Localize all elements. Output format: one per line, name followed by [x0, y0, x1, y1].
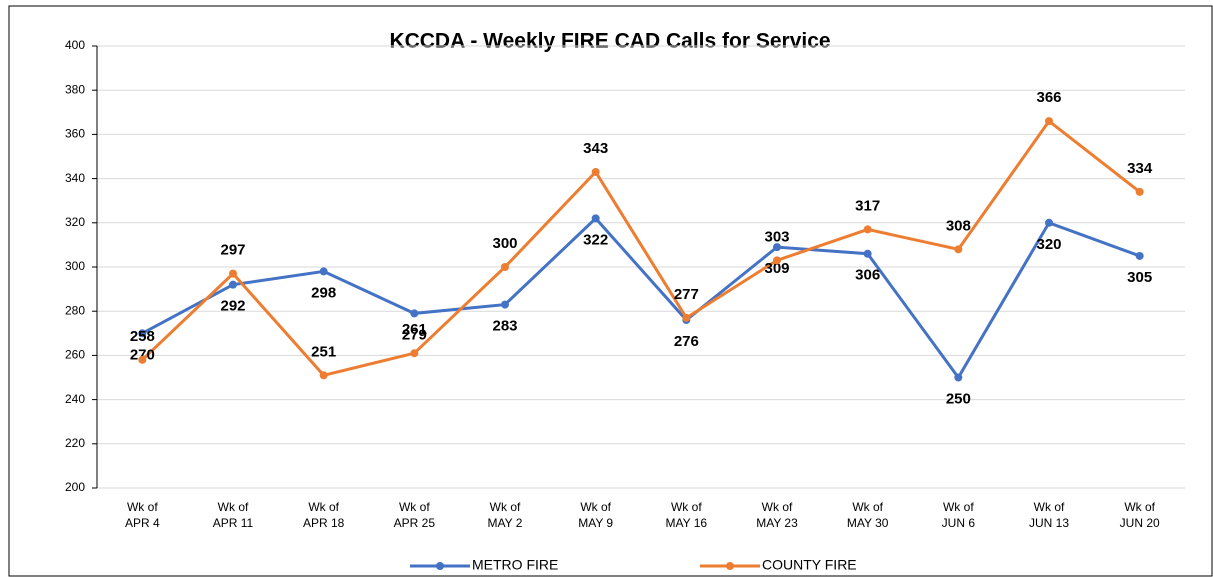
data-point [501, 263, 509, 271]
y-tick-label: 300 [65, 259, 85, 273]
data-label: 334 [1127, 160, 1153, 177]
data-label: 292 [220, 298, 245, 315]
x-tick-label: Wk of MAY 23 [756, 500, 798, 530]
data-label: 306 [855, 267, 880, 284]
y-tick-label: 400 [65, 38, 85, 52]
data-label: 305 [1127, 269, 1152, 286]
data-label: 298 [311, 284, 336, 301]
y-tick-label: 340 [65, 171, 85, 185]
data-point [229, 269, 237, 278]
series-line [141, 216, 1141, 381]
y-tick-label: 360 [65, 127, 85, 141]
data-label: 320 [1036, 236, 1061, 253]
data-label: 270 [130, 346, 155, 363]
data-label: 251 [311, 343, 336, 360]
x-tick-label: Wk of MAY 16 [666, 500, 708, 530]
data-label: 300 [492, 235, 517, 252]
data-point [319, 371, 328, 380]
y-tick-label: 260 [65, 348, 85, 362]
x-tick-label: Wk of JUN 6 [942, 500, 976, 530]
data-point [410, 309, 419, 318]
data-point [773, 256, 781, 265]
data-point [591, 214, 600, 223]
y-tick-label: 220 [65, 436, 85, 450]
data-label: 283 [492, 318, 517, 335]
data-point [410, 349, 419, 358]
y-tick-label: 380 [65, 82, 85, 96]
legend-label: METRO FIRE [472, 557, 558, 573]
data-label: 308 [946, 217, 971, 234]
legend-label: COUNTY FIRE [762, 557, 857, 573]
data-label: 343 [583, 140, 608, 157]
data-label: 261 [402, 321, 427, 338]
x-tick-label: Wk of MAY 2 [488, 500, 523, 530]
data-point [1045, 218, 1053, 227]
data-point [863, 225, 872, 234]
data-point [954, 373, 963, 382]
data-point [1045, 117, 1053, 126]
data-label: 276 [674, 333, 699, 350]
y-tick-label: 240 [65, 392, 85, 406]
legend-marker [726, 562, 734, 570]
x-tick-label: Wk of JUN 20 [1120, 500, 1160, 530]
data-point [1135, 187, 1144, 196]
x-tick-label: Wk of MAY 30 [847, 500, 889, 530]
data-point [138, 355, 147, 364]
data-point [319, 267, 328, 276]
series-line [141, 118, 1141, 377]
data-point [138, 329, 147, 338]
data-point [591, 167, 600, 176]
data-label: 317 [855, 197, 880, 214]
y-tick-label: 320 [65, 215, 85, 229]
data-point [682, 313, 691, 322]
data-label: 303 [764, 228, 789, 245]
x-tick-label: Wk of APR 18 [303, 500, 345, 530]
data-point [773, 243, 781, 252]
data-label: 277 [674, 286, 699, 303]
data-label: 309 [764, 260, 789, 277]
data-label: 322 [583, 231, 608, 248]
data-point [1135, 251, 1144, 260]
y-tick-label: 200 [65, 480, 85, 494]
data-point [863, 249, 872, 258]
x-tick-label: Wk of APR 25 [394, 500, 436, 530]
data-label: 258 [130, 328, 155, 345]
data-label: 279 [402, 326, 427, 343]
data-point [229, 280, 237, 289]
x-tick-label: Wk of JUN 13 [1029, 500, 1069, 530]
chart-title: KCCDA - Weekly FIRE CAD Calls for Servic… [389, 30, 830, 53]
y-tick-label: 280 [65, 303, 85, 317]
x-tick-label: Wk of APR 11 [213, 500, 254, 530]
chart-border [8, 5, 1213, 577]
legend-marker [436, 562, 444, 570]
data-label: 297 [220, 242, 245, 259]
data-point [954, 245, 963, 254]
data-point [501, 300, 509, 309]
data-label: 366 [1036, 89, 1061, 106]
x-tick-label: Wk of APR 4 [125, 500, 160, 530]
x-tick-label: Wk of MAY 9 [578, 500, 613, 530]
data-label: 250 [946, 390, 971, 407]
